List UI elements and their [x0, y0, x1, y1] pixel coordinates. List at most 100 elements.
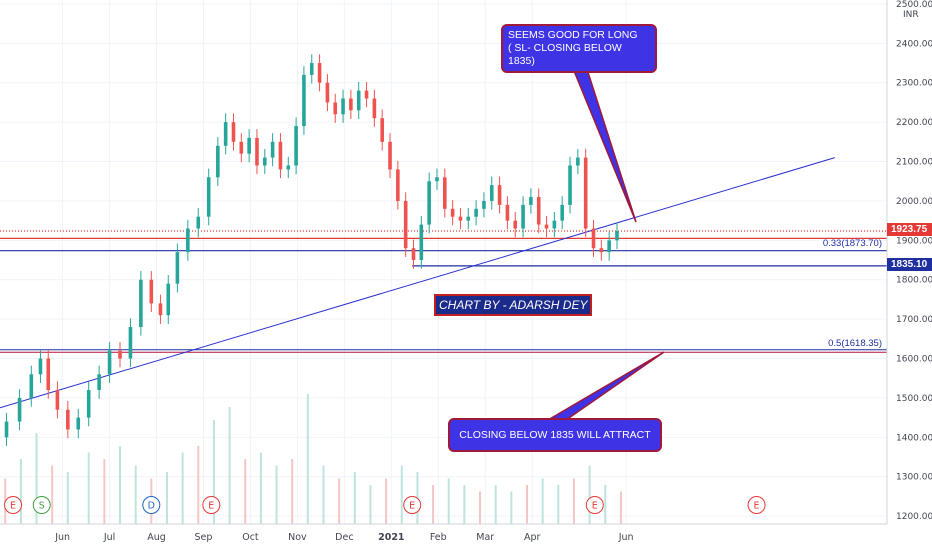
x-tick-label: Jun	[54, 532, 70, 543]
candle-body	[262, 157, 267, 166]
y-tick-label: 2300.00	[896, 79, 932, 89]
candle-body	[139, 279, 143, 328]
volume-bar	[322, 465, 325, 524]
candle-body	[489, 185, 494, 201]
volume-bar	[479, 491, 482, 524]
candle-body	[76, 417, 81, 430]
volume-bar	[353, 472, 356, 524]
volume-bar	[87, 452, 90, 524]
candle-body	[216, 145, 220, 178]
y-tick-label: 1800.00	[896, 276, 932, 286]
candle-body	[372, 98, 377, 119]
candle-body	[66, 409, 70, 430]
volume-bar	[66, 472, 69, 524]
y-tick-label: 1900.00	[896, 236, 932, 246]
candle-body	[513, 220, 518, 229]
volume-bar	[619, 491, 622, 524]
volume-bar	[541, 478, 544, 524]
volume-bars	[4, 394, 622, 524]
x-tick-label: Mar	[476, 532, 494, 543]
fib-label: 0.5(1618.35)	[828, 338, 882, 350]
volume-bar	[103, 459, 106, 524]
candle-body	[38, 358, 43, 375]
x-tick-label: Apr	[524, 532, 541, 543]
y-tick-label: 2100.00	[896, 158, 932, 168]
x-tick-label: Dec	[335, 532, 353, 543]
candle-body	[206, 177, 211, 217]
candle-body	[396, 169, 400, 201]
y-tick-label: 1500.00	[896, 394, 932, 404]
candle-body	[175, 252, 180, 284]
candle-body	[356, 90, 361, 111]
event-marker-label: E	[208, 501, 214, 512]
candle-body	[86, 390, 91, 418]
candle-body	[186, 228, 190, 253]
event-marker-label: S	[39, 501, 45, 512]
volume-bar	[572, 478, 575, 524]
y-tick-label: 1600.00	[896, 355, 932, 365]
candle-body	[341, 98, 345, 115]
event-marker-e	[585, 496, 604, 514]
candle-body	[333, 102, 338, 115]
volume-bar	[510, 491, 513, 524]
candle-body	[591, 228, 596, 249]
candle-body	[560, 204, 565, 221]
candle-body	[466, 216, 471, 221]
x-tick-label: Oct	[242, 532, 259, 543]
candle-body	[196, 216, 201, 229]
candle-body	[521, 204, 525, 229]
volume-bar	[244, 459, 247, 524]
event-marker-label: D	[148, 501, 155, 512]
fib-label: 0.33(1873.70)	[822, 237, 882, 249]
y-tick-label: 1700.00	[896, 315, 932, 325]
event-marker-label: E	[10, 501, 16, 512]
x-tick-label: Aug	[147, 532, 166, 543]
watermark-label: CHART BY - ADARSH DEY	[434, 294, 593, 316]
trendline	[0, 157, 835, 409]
candle-body	[450, 208, 455, 217]
candle-body	[149, 279, 154, 304]
attract-callout-pointer	[545, 351, 665, 421]
volume-bar	[119, 446, 122, 524]
candle-body	[576, 157, 580, 166]
event-marker-e	[747, 496, 766, 514]
volume-bar	[432, 485, 435, 524]
x-tick-label: Jun	[618, 532, 634, 543]
volume-bar	[19, 459, 22, 524]
candles	[4, 54, 619, 446]
candle-body	[166, 283, 171, 316]
candle-body	[309, 63, 314, 75]
event-marker-e	[202, 496, 221, 514]
candle-body	[294, 126, 298, 166]
attract-callout[interactable]: CLOSING BELOW 1835 WILL ATTRACT 1618)	[448, 418, 662, 471]
x-tick-label: Feb	[430, 532, 447, 543]
event-marker-d	[142, 496, 161, 514]
price-badge: 1835.10	[887, 257, 932, 271]
x-tick-label: Jul	[103, 532, 115, 543]
volume-bar	[197, 446, 200, 524]
volume-bar	[369, 485, 372, 524]
candle-body	[286, 165, 291, 170]
event-marker-label: E	[409, 501, 415, 512]
time-axis[interactable]: Jun Jul Aug Sep Oct Nov Dec 2021 Feb Mar Apr Jun	[0, 523, 887, 543]
candle-body	[615, 230, 619, 241]
candle-body	[419, 224, 424, 261]
volume-bar	[447, 478, 450, 524]
candle-body	[29, 374, 34, 398]
volume-bar	[259, 452, 262, 524]
volume-bar	[306, 394, 309, 524]
y-tick-label: 2500.00	[896, 0, 932, 10]
candle-body	[97, 374, 101, 391]
long-callout[interactable]: SEEMS GOOD FOR LONG ( SL- CLOSING BELOW …	[501, 24, 657, 73]
callout-pointers	[545, 65, 665, 421]
volume-bar	[557, 485, 560, 524]
candle-body	[223, 122, 228, 146]
volume-bar	[400, 465, 403, 524]
y-tick-label: 2400.00	[896, 39, 932, 49]
candle-body	[388, 141, 392, 170]
long-callout-line-1: SEEMS GOOD FOR LONG	[508, 29, 638, 41]
x-tick-label: Sep	[195, 532, 213, 543]
candle-body	[270, 141, 275, 158]
x-tick-label: Nov	[288, 532, 307, 543]
